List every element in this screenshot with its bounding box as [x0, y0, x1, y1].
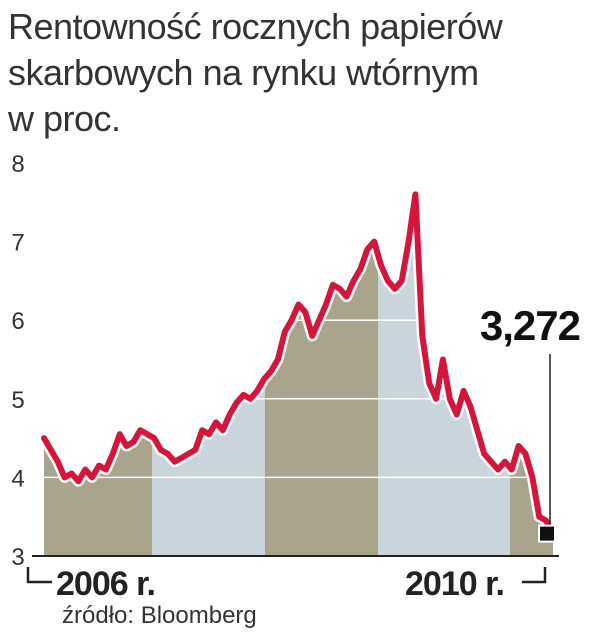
source-note: źródło: Bloomberg	[62, 602, 257, 629]
y-tick-label: 4	[11, 465, 24, 492]
area-fill	[44, 194, 553, 556]
x-label-2010: 2010 r.	[405, 565, 504, 603]
x-label-2006: 2006 r.	[56, 565, 155, 603]
y-tick-label: 8	[11, 151, 24, 178]
chart-title: Rentowność rocznych papierów skarbowych …	[8, 4, 578, 142]
x-axis: 2006 r. 2010 r.	[26, 555, 559, 603]
y-tick-label: 3	[11, 544, 24, 571]
annotation-layer: 3,272	[480, 302, 581, 543]
last-value-label: 3,272	[480, 302, 580, 349]
year-band	[44, 194, 152, 556]
y-tick-label: 7	[11, 230, 24, 257]
series-line	[41, 191, 556, 538]
title-line-1: Rentowność rocznych papierów	[8, 6, 503, 47]
x-bracket-left	[26, 567, 52, 584]
y-tick-label: 6	[11, 308, 24, 335]
title-line-2: skarbowych na rynku wtórnym	[8, 52, 479, 93]
y-tick-label: 5	[11, 387, 24, 414]
series-layer	[38, 188, 559, 541]
x-bracket-right	[522, 567, 547, 584]
title-line-3: w proc.	[8, 98, 121, 139]
year-band	[152, 194, 265, 556]
y-axis: 3 4 5 6 7 8	[11, 151, 24, 571]
last-value-marker	[538, 524, 556, 543]
